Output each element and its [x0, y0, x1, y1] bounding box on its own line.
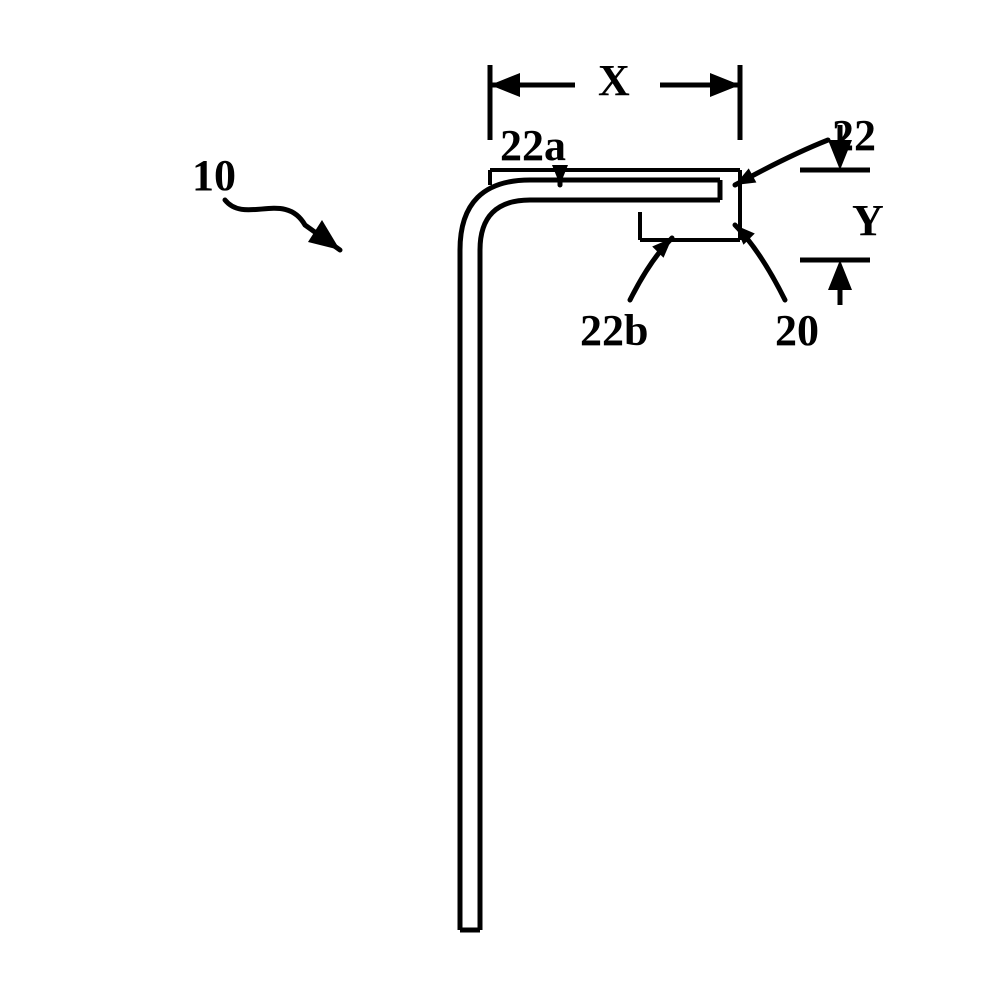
ref-22a-label: 22a [500, 120, 566, 171]
ref-10-label: 10 [192, 150, 236, 201]
dimension-y-label: Y [852, 195, 884, 246]
ref-22-label: 22 [832, 110, 876, 161]
dimension-x-label: X [598, 55, 630, 106]
ref-20-label: 20 [775, 305, 819, 356]
shaft-outer-edge [460, 180, 720, 930]
ref-22b-label: 22b [580, 305, 648, 356]
